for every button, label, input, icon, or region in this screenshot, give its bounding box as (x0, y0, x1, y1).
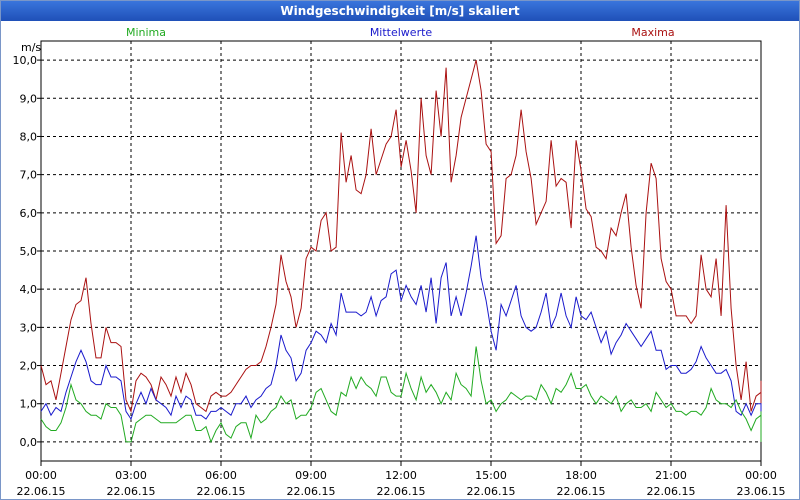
x-tick-time: 15:00 (475, 469, 507, 482)
chart-svg: 0,0 1,0 2,0 3,0 4,0 5,0 6,0 7,0 8,0 9,0 10,0 00:00… (13, 26, 786, 498)
y-tick-label: 4,0 (20, 283, 38, 296)
y-axis: 0,0 1,0 2,0 3,0 4,0 5,0 6,0 7,0 8,0 9,0 10,0 (13, 54, 41, 449)
y-tick-label: 10,0 (13, 54, 38, 67)
x-tick-date: 22.06.15 (557, 485, 606, 498)
y-tick-label: 2,0 (20, 360, 38, 373)
legend-maxima: Maxima (631, 26, 674, 39)
y-tick-label: 6,0 (20, 207, 38, 220)
x-tick-date: 22.06.15 (467, 485, 516, 498)
x-tick-date: 22.06.15 (107, 485, 156, 498)
x-tick-time: 12:00 (385, 469, 417, 482)
series-mittelwerte (40, 235, 762, 423)
x-tick-time: 00:00 (745, 469, 777, 482)
x-tick-time: 00:00 (25, 469, 57, 482)
y-tick-label: 1,0 (20, 398, 38, 411)
y-tick-label: 9,0 (20, 92, 38, 105)
x-axis: 00:00 22.06.15 03:00 22.06.15 06:00 22.06.15 0… (17, 461, 786, 498)
x-tick-date: 22.06.15 (197, 485, 246, 498)
series-maxima (40, 59, 762, 414)
x-tick-time: 03:00 (115, 469, 147, 482)
x-tick-date: 22.06.15 (377, 485, 426, 498)
y-tick-label: 5,0 (20, 245, 38, 258)
legend-mittelwerte: Mittelwerte (370, 26, 433, 39)
x-tick-time: 06:00 (205, 469, 237, 482)
window-title: Windgeschwindigkeit [m/s] skaliert (1, 1, 799, 21)
x-tick-time: 21:00 (655, 469, 687, 482)
x-tick-time: 09:00 (295, 469, 327, 482)
x-tick-time: 18:00 (565, 469, 597, 482)
y-tick-label: 3,0 (20, 321, 38, 334)
series-minima (40, 346, 762, 444)
x-tick-date: 22.06.15 (17, 485, 66, 498)
x-tick-date: 22.06.15 (287, 485, 336, 498)
y-tick-label: 7,0 (20, 169, 38, 182)
series-lines (40, 59, 762, 444)
y-tick-label: 0,0 (20, 436, 38, 449)
x-tick-date: 23.06.15 (737, 485, 786, 498)
y-tick-label: 8,0 (20, 130, 38, 143)
x-tick-date: 22.06.15 (647, 485, 696, 498)
y-axis-label: m/s (21, 41, 41, 54)
legend-minima: Minima (126, 26, 166, 39)
